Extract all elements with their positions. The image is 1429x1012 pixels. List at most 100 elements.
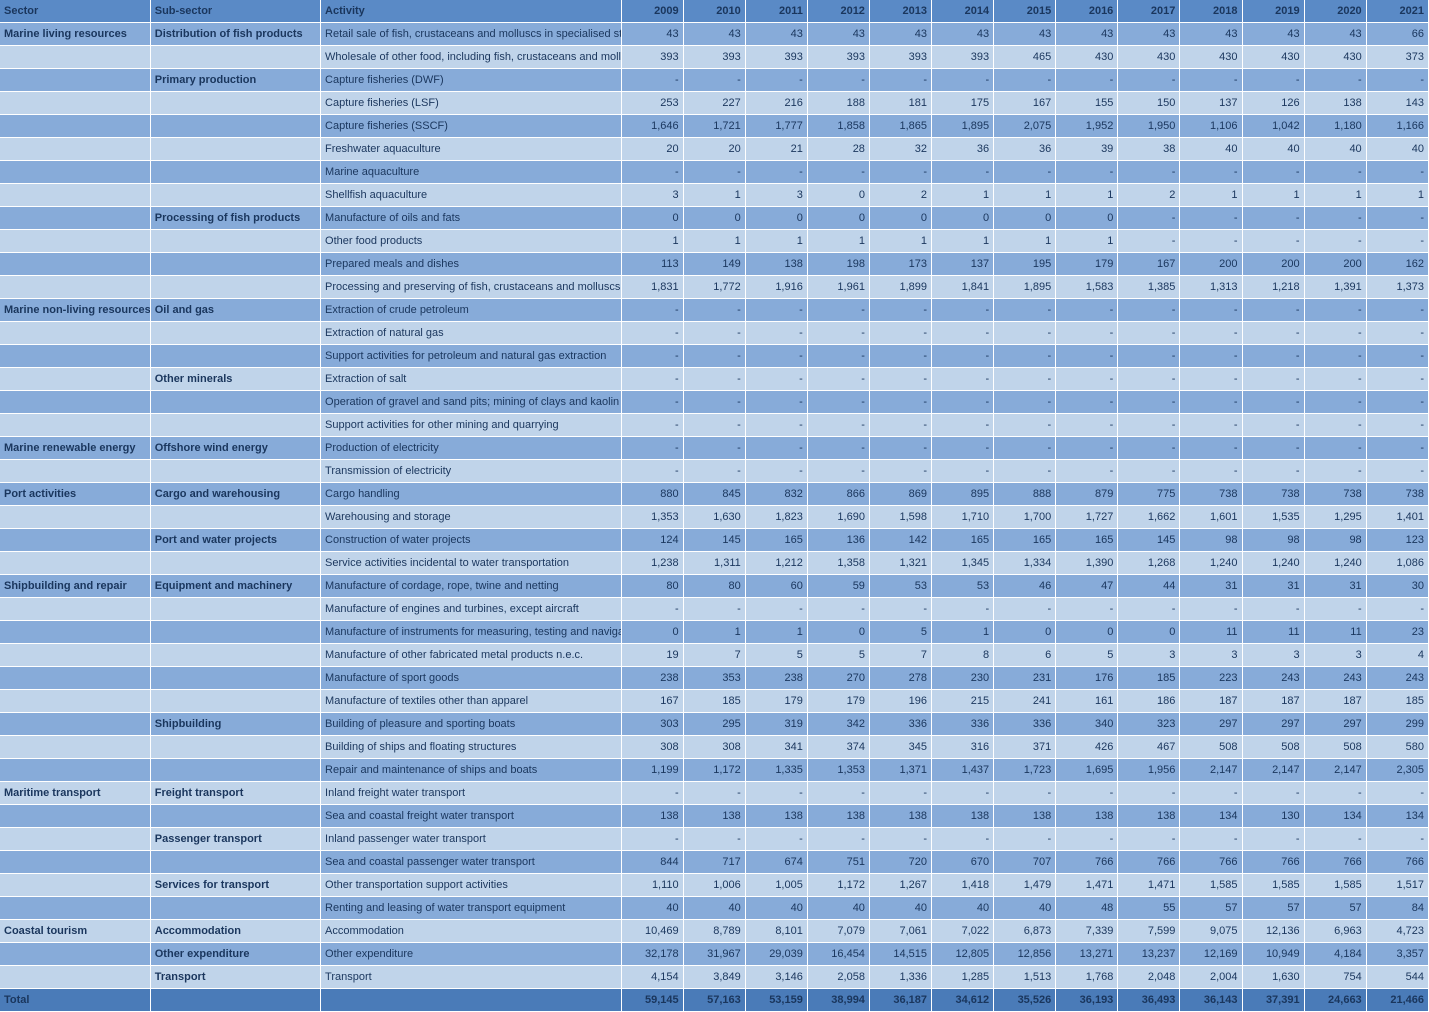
cell-value: 888 — [994, 483, 1056, 506]
cell-value: 1,268 — [1118, 552, 1180, 575]
table-row: Marine aquaculture------------- — [0, 161, 1429, 184]
col-header-year: 2018 — [1180, 0, 1242, 23]
cell-sub: Oil and gas — [150, 299, 320, 322]
cell-activity: Production of electricity — [321, 437, 622, 460]
cell-value: 766 — [1304, 851, 1366, 874]
cell-value: 185 — [683, 690, 745, 713]
cell-value: - — [807, 161, 869, 184]
cell-value: 1,336 — [869, 966, 931, 989]
cell-activity: Support activities for other mining and … — [321, 414, 622, 437]
cell-sub: Freight transport — [150, 782, 320, 805]
cell-value: - — [745, 437, 807, 460]
cell-value: 40 — [1180, 138, 1242, 161]
cell-value: 1,006 — [683, 874, 745, 897]
cell-value: 195 — [994, 253, 1056, 276]
cell-value: 340 — [1056, 713, 1118, 736]
cell-activity: Processing and preserving of fish, crust… — [321, 276, 622, 299]
cell-value: 181 — [869, 92, 931, 115]
cell-sector — [0, 460, 150, 483]
table-row: Extraction of natural gas------------- — [0, 322, 1429, 345]
col-header-year: 2019 — [1242, 0, 1304, 23]
cell-value: - — [869, 437, 931, 460]
cell-sector: Port activities — [0, 483, 150, 506]
cell-value: - — [807, 437, 869, 460]
cell-value: - — [869, 460, 931, 483]
cell-value: 844 — [621, 851, 683, 874]
cell-value: - — [621, 368, 683, 391]
cell-value: - — [1056, 322, 1118, 345]
cell-value: 2,147 — [1180, 759, 1242, 782]
cell-activity: Manufacture of textiles other than appar… — [321, 690, 622, 713]
cell-value: - — [1242, 299, 1304, 322]
cell-value: 200 — [1304, 253, 1366, 276]
cell-value: 0 — [994, 621, 1056, 644]
cell-activity: Accommodation — [321, 920, 622, 943]
cell-value: 1,334 — [994, 552, 1056, 575]
cell-value: 32 — [869, 138, 931, 161]
cell-sub — [150, 253, 320, 276]
cell-value: 717 — [683, 851, 745, 874]
cell-value: 2 — [869, 184, 931, 207]
cell-value: 134 — [1304, 805, 1366, 828]
cell-sub: Cargo and warehousing — [150, 483, 320, 506]
cell-activity: Capture fisheries (LSF) — [321, 92, 622, 115]
cell-value: 14,515 — [869, 943, 931, 966]
cell-value: - — [1304, 368, 1366, 391]
cell-value: 2,147 — [1304, 759, 1366, 782]
cell-value: - — [1118, 161, 1180, 184]
cell-value: 7,061 — [869, 920, 931, 943]
cell-value: 12,169 — [1180, 943, 1242, 966]
cell-sub — [150, 345, 320, 368]
cell-value: 430 — [1118, 46, 1180, 69]
cell-value: 580 — [1366, 736, 1428, 759]
cell-value: - — [1118, 391, 1180, 414]
cell-value: 138 — [932, 805, 994, 828]
cell-value: 55 — [1118, 897, 1180, 920]
col-header-year: 2012 — [807, 0, 869, 23]
cell-value: - — [1366, 368, 1428, 391]
cell-value: - — [1242, 368, 1304, 391]
cell-value: - — [1180, 345, 1242, 368]
cell-value: 832 — [745, 483, 807, 506]
table-row: Wholesale of other food, including fish,… — [0, 46, 1429, 69]
cell-value: - — [683, 828, 745, 851]
cell-value: - — [1118, 207, 1180, 230]
cell-value: - — [869, 69, 931, 92]
cell-value: 243 — [1304, 667, 1366, 690]
cell-value: - — [745, 414, 807, 437]
cell-value: 98 — [1304, 529, 1366, 552]
cell-value: - — [1304, 414, 1366, 437]
col-header-year: 2011 — [745, 0, 807, 23]
cell-activity: Manufacture of oils and fats — [321, 207, 622, 230]
cell-sector: Marine living resources — [0, 23, 150, 46]
cell-value: 345 — [869, 736, 931, 759]
cell-value: 187 — [1242, 690, 1304, 713]
cell-value: 185 — [1366, 690, 1428, 713]
cell-sub — [150, 621, 320, 644]
cell-value: - — [807, 828, 869, 851]
cell-value: - — [1242, 828, 1304, 851]
table-row: Services for transportOther transportati… — [0, 874, 1429, 897]
cell-sector — [0, 690, 150, 713]
cell-value: 308 — [683, 736, 745, 759]
cell-value: 1,110 — [621, 874, 683, 897]
cell-activity: Capture fisheries (DWF) — [321, 69, 622, 92]
cell-value: 299 — [1366, 713, 1428, 736]
cell-value: 223 — [1180, 667, 1242, 690]
cell-value: 216 — [745, 92, 807, 115]
cell-value: 165 — [932, 529, 994, 552]
cell-value: - — [869, 345, 931, 368]
cell-value: 241 — [994, 690, 1056, 713]
cell-value: 1,240 — [1304, 552, 1366, 575]
cell-value: - — [869, 391, 931, 414]
cell-sector — [0, 966, 150, 989]
cell-activity: Cargo handling — [321, 483, 622, 506]
cell-sector — [0, 644, 150, 667]
cell-value: 297 — [1242, 713, 1304, 736]
cell-value: 3,146 — [745, 966, 807, 989]
cell-sub — [150, 115, 320, 138]
cell-value: 179 — [1056, 253, 1118, 276]
cell-value: 3 — [1180, 644, 1242, 667]
cell-value: 8 — [932, 644, 994, 667]
cell-value: 319 — [745, 713, 807, 736]
